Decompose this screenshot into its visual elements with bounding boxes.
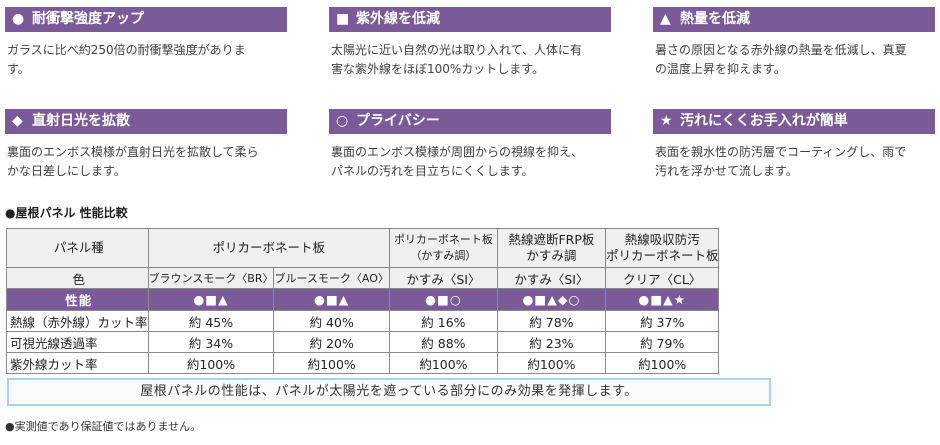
header-line: かすみ調	[526, 248, 577, 263]
section-title: ●屋根パネル 性能比較	[5, 206, 128, 220]
table-cell: 約100%	[147, 352, 275, 374]
header-frp: 熱線遮断FRP板 かすみ調	[496, 228, 606, 268]
feature-header: ★ 汚れにくくお手入れが簡単	[653, 109, 935, 134]
feature-description: 暑さの原因となる赤外線の熱量を低減し、真夏 の温度上昇を抑えます。	[653, 41, 935, 79]
performance-symbols: ●■▲◆○	[496, 288, 606, 311]
feature-text-line: 裏面のエンボス模様が周囲からの視線を抑え、	[331, 145, 584, 159]
feature-title: 汚れにくくお手入れが簡単	[680, 113, 848, 129]
header-heat-absorbing: 熱線吸収防汚 ポリカーボネート板	[604, 228, 720, 268]
feature-text-line: 裏面のエンボス模様が直射日光を拡散して柔ら	[7, 145, 259, 159]
table-cell: クリア〈CL〉	[604, 267, 720, 289]
table-cell: かすみ〈SI〉	[388, 267, 498, 289]
table-cell: 約 88%	[388, 331, 498, 353]
table-row: 紫外線カット率 約100% 約100% 約100% 約100% 約100%	[6, 352, 720, 374]
table-row: 熱線（赤外線）カット率 約 45% 約 40% 約 16% 約 78% 約 37…	[6, 310, 720, 332]
table-cell: ブラウンスモーク〈BR〉	[147, 267, 275, 289]
header-line: ポリカーボネート板	[605, 248, 719, 263]
feature-title: プライバシー	[356, 113, 440, 129]
table-row: 可視光線透過率 約 34% 約 20% 約 88% 約 23% 約 79%	[6, 331, 720, 353]
feature-text-line: 太陽光に近い自然の光は取り入れて、人体に有	[331, 43, 583, 57]
feature-title: 直射日光を拡散	[32, 113, 130, 129]
header-line: 熱線吸収防汚	[624, 232, 700, 247]
performance-symbols: ●■○	[388, 288, 498, 311]
feature-title: 耐衝撃強度アップ	[32, 11, 144, 27]
feature-text-line: 表面を親水性の防汚層でコーティングし、雨で	[655, 145, 907, 159]
header-polycarbonate: ポリカーボネート板	[147, 228, 390, 268]
feature-header: ○ プライバシー	[329, 109, 611, 134]
table-cell: 約100%	[388, 352, 498, 374]
feature-header: ◆ 直射日光を拡散	[5, 109, 287, 134]
feature-header: ▲ 熱量を低減	[653, 7, 935, 32]
hollow-circle-icon: ○	[336, 113, 349, 129]
feature-text-line: す。	[7, 62, 30, 76]
performance-table: パネル種 ポリカーボネート板 ポリカーボネート板 （かすみ調） 熱線遮断FRP板…	[6, 228, 720, 374]
row-label: 可視光線透過率	[6, 331, 149, 353]
row-label: 紫外線カット率	[6, 352, 149, 374]
table-cell: かすみ〈SI〉	[496, 267, 606, 289]
row-label: 熱線（赤外線）カット率	[6, 310, 149, 332]
performance-symbols: ●■▲★	[604, 288, 720, 311]
color-row: 色 ブラウンスモーク〈BR〉 ブルースモーク〈AO〉 かすみ〈SI〉 かすみ〈S…	[6, 267, 720, 289]
table-cell: 約 78%	[496, 310, 606, 332]
feature-description: 裏面のエンボス模様が直射日光を拡散して柔ら かな日差しにします。	[5, 143, 287, 181]
feature-title: 紫外線を低減	[356, 11, 440, 27]
effect-note: 屋根パネルの性能は、パネルが太陽光を遮っている部分にのみ効果を発揮します。	[7, 378, 771, 406]
table-cell: 約 23%	[496, 331, 606, 353]
feature-text-line: 汚れを浮かせて流します。	[655, 164, 798, 178]
header-line: 熱線遮断FRP板	[508, 232, 595, 247]
feature-heat: ▲ 熱量を低減 暑さの原因となる赤外線の熱量を低減し、真夏 の温度上昇を抑えます。	[653, 7, 935, 79]
table-cell: 約 45%	[147, 310, 275, 332]
feature-text-line: 害な紫外線をほぼ100%カットします。	[331, 62, 545, 76]
table-cell: 約100%	[496, 352, 606, 374]
row-label: 性能	[6, 288, 149, 311]
header-line: （かすみ調）	[410, 249, 477, 262]
star-icon: ★	[660, 113, 673, 129]
table-cell: 約 37%	[604, 310, 720, 332]
header-line: ポリカーボネート板	[393, 233, 493, 246]
table-header-row: パネル種 ポリカーボネート板 ポリカーボネート板 （かすみ調） 熱線遮断FRP板…	[6, 228, 720, 268]
diamond-icon: ◆	[12, 113, 23, 129]
feature-header: ● 耐衝撃強度アップ	[5, 7, 287, 32]
performance-symbols-row: 性能 ●■▲ ●■▲ ●■○ ●■▲◆○ ●■▲★	[6, 288, 720, 311]
table-cell: 約100%	[273, 352, 390, 374]
feature-impact: ● 耐衝撃強度アップ ガラスに比べ約250倍の耐衝撃強度がありま す。	[5, 7, 287, 79]
table-cell: 約100%	[604, 352, 720, 374]
table-cell: 約 34%	[147, 331, 275, 353]
performance-symbols: ●■▲	[147, 288, 275, 311]
feature-text-line: の温度上昇を抑えます。	[655, 62, 786, 76]
feature-easy-clean: ★ 汚れにくくお手入れが簡単 表面を親水性の防汚層でコーティングし、雨で 汚れを浮…	[653, 109, 935, 181]
table-cell: ブルースモーク〈AO〉	[273, 267, 390, 289]
circle-icon: ●	[12, 11, 25, 27]
feature-text-line: ガラスに比べ約250倍の耐衝撃強度がありま	[7, 43, 246, 57]
row-label: 色	[6, 267, 149, 289]
feature-description: 裏面のエンボス模様が周囲からの視線を抑え、 パネルの汚れを目立ちにくくします。	[329, 143, 611, 181]
triangle-icon: ▲	[660, 11, 671, 27]
square-icon: ■	[336, 11, 350, 27]
table-cell: 約 40%	[273, 310, 390, 332]
header-polycarbonate-kasumi: ポリカーボネート板 （かすみ調）	[388, 228, 498, 268]
feature-description: 表面を親水性の防汚層でコーティングし、雨で 汚れを浮かせて流します。	[653, 143, 935, 181]
table-cell: 約 79%	[604, 331, 720, 353]
performance-symbols: ●■▲	[273, 288, 390, 311]
panel-type-label: パネル種	[6, 228, 149, 268]
feature-text-line: 暑さの原因となる赤外線の熱量を低減し、真夏	[655, 43, 907, 57]
feature-uv: ■ 紫外線を低減 太陽光に近い自然の光は取り入れて、人体に有 害な紫外線をほぼ10…	[329, 7, 611, 79]
footnote: ●実測値であり保証値ではありません。	[5, 420, 202, 433]
feature-privacy: ○ プライバシー 裏面のエンボス模様が周囲からの視線を抑え、 パネルの汚れを目立ち…	[329, 109, 611, 181]
feature-header: ■ 紫外線を低減	[329, 7, 611, 32]
feature-text-line: かな日差しにします。	[7, 164, 126, 178]
feature-title: 熱量を低減	[680, 11, 750, 27]
table-cell: 約 16%	[388, 310, 498, 332]
feature-description: ガラスに比べ約250倍の耐衝撃強度がありま す。	[5, 41, 287, 79]
feature-text-line: パネルの汚れを目立ちにくくします。	[331, 164, 534, 178]
feature-description: 太陽光に近い自然の光は取り入れて、人体に有 害な紫外線をほぼ100%カットします…	[329, 41, 611, 79]
feature-diffuse: ◆ 直射日光を拡散 裏面のエンボス模様が直射日光を拡散して柔ら かな日差しにします…	[5, 109, 287, 181]
table-cell: 約 20%	[273, 331, 390, 353]
